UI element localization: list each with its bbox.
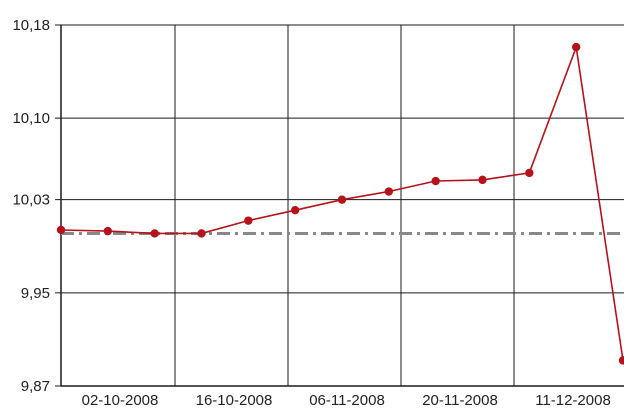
x-tick-label: 06-11-2008 [309,392,385,408]
data-point [290,205,300,215]
y-tick-label: 10,10 [12,110,50,127]
data-point [618,356,624,365]
y-tick-label: 10,18 [12,17,50,34]
data-point [384,187,394,196]
data-point [56,225,66,235]
y-tick-label: 9,95 [21,285,50,302]
chart-axes [60,25,624,387]
data-point [244,216,253,225]
x-tick-label: 16-10-2008 [196,392,273,408]
x-tick-label: 20-11-2008 [422,392,498,408]
x-tick-labels: 02-10-2008 16-10-2008 06-11-2008 20-11-2008… [82,392,611,408]
series-group [56,42,624,365]
data-point [525,168,534,178]
data-point [431,176,440,186]
data-point [571,42,581,52]
x-tick-label: 02-10-2008 [82,392,159,408]
y-tick-label: 10,03 [12,192,50,209]
y-tick-labels: 9,87 9,95 10,03 10,10 10,18 [12,17,50,395]
data-point [197,229,206,238]
data-point [337,195,347,204]
data-point [103,226,113,236]
x-tick-label: 11-12-2008 [535,392,611,408]
data-point [478,175,487,185]
y-tick-label: 9,87 [21,378,50,395]
data-point [150,229,159,238]
chart-grid [55,24,624,387]
